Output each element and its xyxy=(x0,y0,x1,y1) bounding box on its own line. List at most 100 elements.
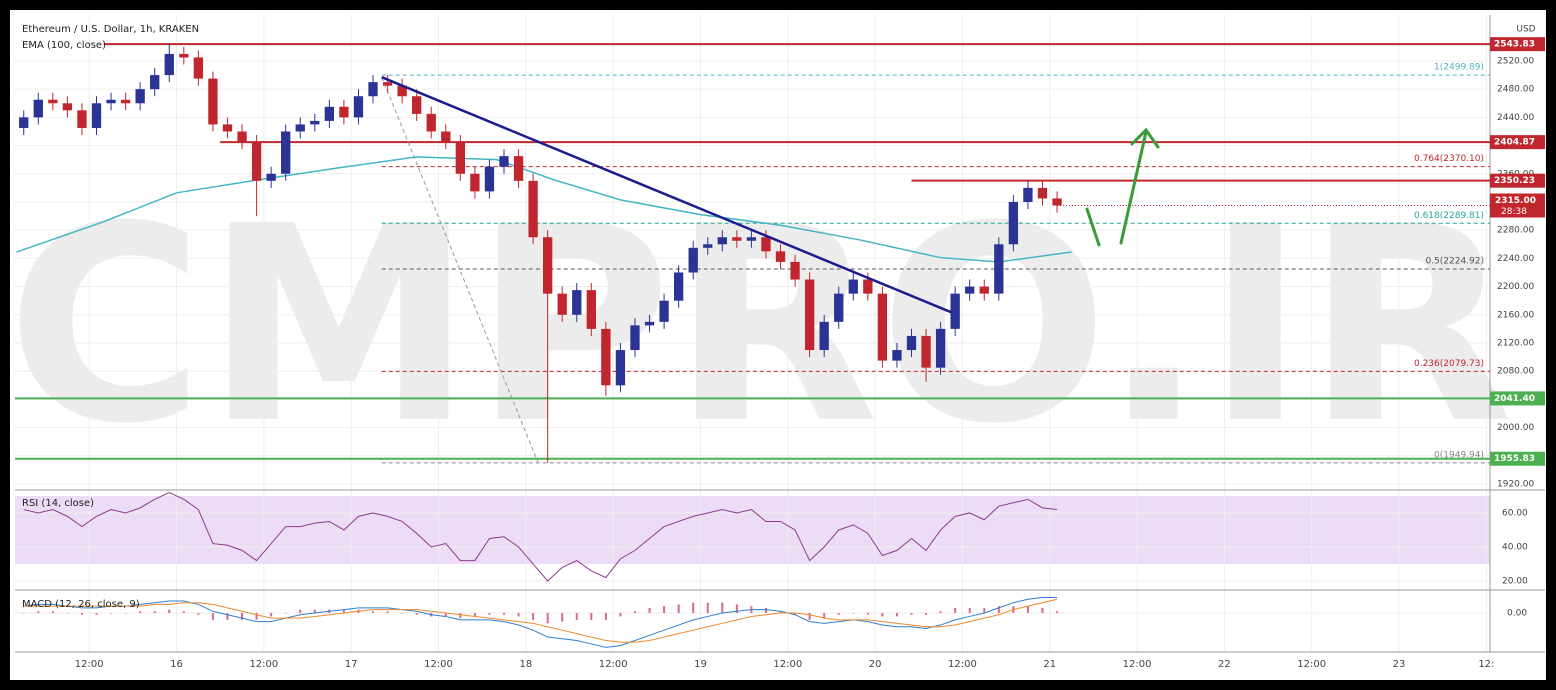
fib-label: 0.236(2079.73) xyxy=(1414,359,1484,369)
level-label: 2543.83 xyxy=(1494,40,1535,50)
macd-histogram-bar xyxy=(575,613,578,620)
macd-histogram-bar xyxy=(663,606,666,614)
x-tick-label: 12:00 xyxy=(1123,659,1152,670)
macd-histogram-bar xyxy=(808,613,811,620)
candle-body xyxy=(324,106,335,121)
candle-body xyxy=(703,244,713,248)
macd-histogram-bar xyxy=(313,609,316,614)
candle-body xyxy=(470,173,480,192)
macd-histogram-bar xyxy=(939,611,942,614)
x-tick-label: 12: xyxy=(1478,659,1494,670)
signal-line xyxy=(23,598,1058,643)
macd-histogram-bar xyxy=(590,613,593,620)
currency-label: USD xyxy=(1516,25,1535,35)
candle-body xyxy=(513,156,524,181)
candle-body xyxy=(426,113,436,132)
macd-histogram-bar xyxy=(284,613,287,614)
x-tick-label: 12:00 xyxy=(599,659,628,670)
macd-histogram-bar xyxy=(692,602,695,614)
macd-histogram-bar xyxy=(546,613,549,624)
candle-body xyxy=(281,131,291,174)
level-label: 2404.87 xyxy=(1494,138,1535,148)
macd-histogram-bar xyxy=(968,607,971,614)
candle-body xyxy=(1023,187,1033,202)
level-tag xyxy=(1490,451,1545,466)
macd-histogram-bar xyxy=(532,613,535,620)
projection-line xyxy=(381,76,539,464)
plot-layer: 12:00 16 12:00 17 12:00 18 12:00 19 12:00 20 12:00… xyxy=(15,15,1545,670)
macd-histogram-bar xyxy=(866,613,869,615)
y-tick-label: 2080.00 xyxy=(1497,367,1534,377)
candle-body xyxy=(877,293,888,361)
y-tick-label: 2000.00 xyxy=(1497,423,1534,433)
last-price-tag xyxy=(1490,193,1545,218)
level-label: 2041.40 xyxy=(1494,394,1535,404)
macd-histogram-bar xyxy=(648,607,651,614)
macd-histogram-bar xyxy=(197,613,200,615)
x-tick-label: 12:00 xyxy=(424,659,453,670)
fib-label: 0.618(2289.81) xyxy=(1414,211,1484,221)
candle-body xyxy=(644,321,655,326)
y-tick-label: 2240.00 xyxy=(1497,254,1534,264)
chart-background xyxy=(10,10,1546,680)
arrow-up xyxy=(1119,130,1148,245)
macd-histogram-bar xyxy=(502,613,505,615)
y-tick-label: 2280.00 xyxy=(1497,226,1534,236)
fib-label: 0.5(2224.92) xyxy=(1425,257,1484,267)
candle-body xyxy=(965,286,975,294)
macd-histogram-bar xyxy=(37,611,40,614)
arrow-down xyxy=(1085,207,1101,247)
arrow-head xyxy=(1130,127,1160,149)
macd-histogram-bar xyxy=(182,611,185,614)
candle-body xyxy=(1037,187,1048,199)
macd-histogram-bar xyxy=(255,613,258,620)
macd-histogram-bar xyxy=(95,613,98,615)
x-tick-label: 16 xyxy=(170,659,183,670)
level-label: 2350.23 xyxy=(1494,176,1535,186)
candle-body xyxy=(717,237,727,245)
macd-histogram-bar xyxy=(226,613,229,620)
candle-body xyxy=(295,124,305,132)
macd-histogram-bar xyxy=(401,613,404,614)
trendline xyxy=(381,76,953,314)
macd-histogram-bar xyxy=(954,607,957,614)
candle-body xyxy=(746,237,757,241)
macd-histogram-bar xyxy=(823,613,826,619)
candle-body xyxy=(251,142,262,181)
macd-histogram-bar xyxy=(561,613,564,622)
candle-body xyxy=(266,173,276,181)
candle-body xyxy=(135,89,145,104)
candle-body xyxy=(586,290,596,329)
x-tick-label: 19 xyxy=(694,659,707,670)
y-tick-label: 2440.00 xyxy=(1497,113,1534,123)
level-tag xyxy=(1490,173,1545,188)
x-tick-label: 12:00 xyxy=(1297,659,1326,670)
macd-histogram-bar xyxy=(764,607,767,614)
candle-body xyxy=(615,350,626,386)
y-tick-label: 2520.00 xyxy=(1497,56,1534,66)
candle-body xyxy=(1008,201,1019,245)
macd-histogram-bar xyxy=(270,613,273,617)
macd-line xyxy=(23,597,1058,648)
candle-body xyxy=(863,279,873,294)
candle-body xyxy=(91,103,102,128)
chart-title: Ethereum / U.S. Dollar, 1h, KRAKEN xyxy=(22,24,199,35)
candle-body xyxy=(979,286,989,294)
level-tag xyxy=(1490,391,1545,406)
candle-body xyxy=(1052,198,1062,206)
candle-body xyxy=(528,180,538,238)
candle-body xyxy=(732,237,742,241)
macd-histogram-bar xyxy=(794,613,797,615)
macd-histogram-bar xyxy=(22,613,25,614)
macd-histogram-bar xyxy=(1041,607,1044,614)
rsi-band xyxy=(15,495,1490,564)
candle-body xyxy=(120,99,131,104)
macd-histogram-bar xyxy=(910,613,913,615)
macd-histogram-bar xyxy=(721,602,724,614)
ema-label: EMA (100, close) xyxy=(22,40,106,51)
candle-body xyxy=(688,247,698,273)
candle-body xyxy=(48,99,58,104)
macd-histogram-bar xyxy=(983,607,986,614)
